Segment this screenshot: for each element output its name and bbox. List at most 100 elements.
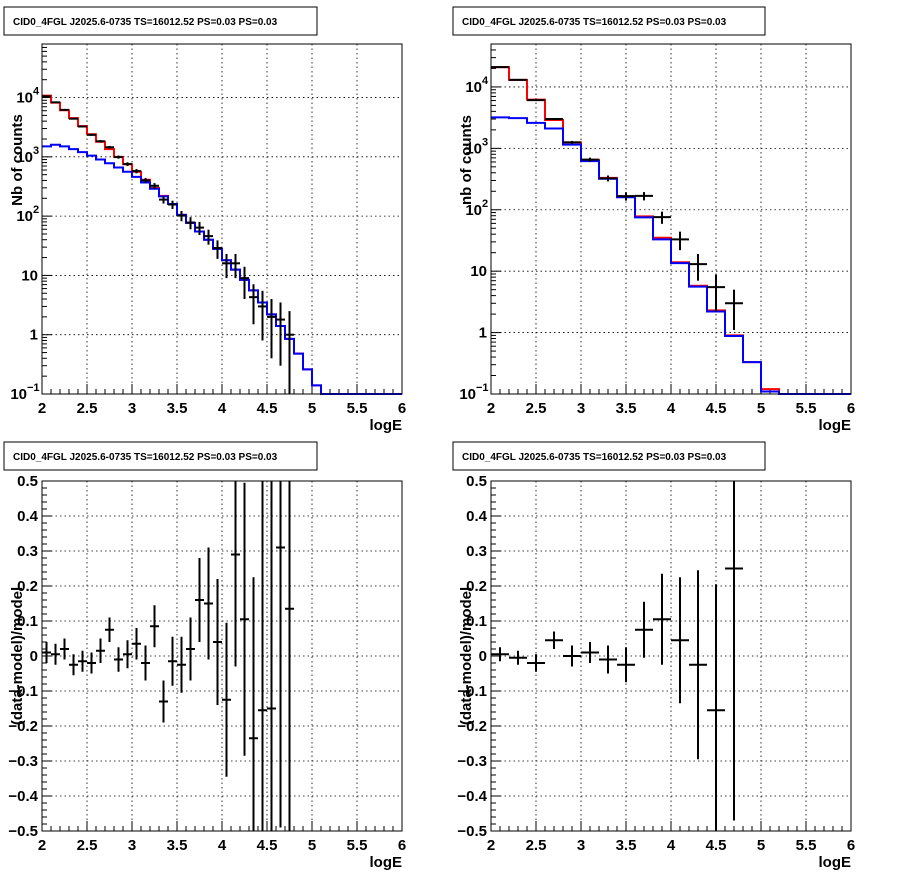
x-tick-label: 5 [308,837,316,854]
chart-title: CID0_4FGL J2025.6-0735 TS=16012.52 PS=0.… [462,452,727,463]
x-tick-label: 3 [577,400,585,417]
y-tick-label: 0.4 [17,508,39,525]
x-tick-label: 5.5 [347,837,368,854]
chart-title: CID0_4FGL J2025.6-0735 TS=16012.52 PS=0.… [462,17,727,28]
y-tick-label: 0.5 [17,473,38,490]
x-tick-label: 3 [128,837,136,854]
chart-title-box [452,6,766,36]
y-tick-label: 0.5 [466,473,487,490]
x-tick-label: 6 [847,837,855,854]
x-tick-label: 4 [218,837,227,854]
y-tick-label: −0.4 [457,788,487,805]
y-axis-label: nb of counts [458,115,475,205]
x-tick-label: 2.5 [77,837,98,854]
x-axis-label: logE [819,854,852,871]
y-tick-label: −0.1 [8,683,38,700]
x-tick-label: 2 [487,837,495,854]
x-tick-label: 4.5 [706,837,727,854]
chart-panel-1: CID0_4FGL J2025.6-0735 TS=16012.52 PS=0.… [3,6,406,434]
y-tick-label: 10 [21,267,38,284]
y-tick-exponent: 3 [33,145,39,157]
x-tick-label: 2 [38,400,46,417]
x-tick-label: 2.5 [526,837,547,854]
x-tick-label: 3.5 [167,837,188,854]
y-tick-label: 0.2 [17,578,38,595]
y-tick-label: 10 [16,90,33,107]
y-tick-label: −0.2 [457,718,487,735]
chart-title-box [452,441,766,471]
x-tick-label: 3.5 [616,837,637,854]
chart-title-box [3,441,318,471]
x-tick-label: 3.5 [616,400,637,417]
y-tick-label: 0.2 [466,578,487,595]
y-tick-label: 10 [16,208,33,225]
x-tick-label: 4 [218,400,227,417]
y-tick-label: 0 [479,648,487,665]
x-tick-label: 4.5 [257,837,278,854]
y-tick-label: 0.3 [17,543,38,560]
x-tick-label: 6 [398,400,406,417]
x-tick-label: 2 [487,400,495,417]
y-tick-exponent: 2 [33,204,39,216]
x-tick-label: 5 [308,400,316,417]
y-tick-label: 10 [470,263,487,280]
x-tick-label: 6 [398,837,406,854]
y-tick-label: 10 [16,149,33,166]
y-tick-exponent: −1 [476,382,489,394]
y-tick-label: 0.3 [466,543,487,560]
x-tick-label: 6 [847,400,855,417]
y-axis-label: (data-model)/model [9,587,26,725]
x-tick-label: 2.5 [77,400,98,417]
chart-title-box [3,6,318,36]
y-tick-exponent: 4 [33,86,40,98]
y-tick-label: 0.4 [466,508,488,525]
y-tick-label: 10 [465,202,482,219]
model-histogram-blue [491,116,851,395]
x-tick-label: 5.5 [347,400,368,417]
y-tick-label: 0.1 [466,613,487,630]
chart-panel-3: CID0_4FGL J2025.6-0735 TS=16012.52 PS=0.… [3,441,406,871]
y-axis-label: (data-model)/model [458,587,475,725]
y-tick-label: 10 [465,140,482,157]
y-tick-label: 1 [30,327,38,344]
y-tick-label: −0.3 [8,753,38,770]
x-axis-label: logE [819,417,852,434]
chart-title: CID0_4FGL J2025.6-0735 TS=16012.52 PS=0.… [13,17,278,28]
chart-panel-2: CID0_4FGL J2025.6-0735 TS=16012.52 PS=0.… [452,6,855,434]
x-tick-label: 5.5 [796,400,817,417]
chart-panel-4: CID0_4FGL J2025.6-0735 TS=16012.52 PS=0.… [452,441,855,871]
plot-frame [41,43,403,395]
x-tick-label: 2 [38,837,46,854]
y-tick-label: −0.5 [8,823,38,840]
x-tick-label: 5 [757,400,765,417]
y-tick-exponent: 2 [482,198,488,210]
plot-frame [490,480,852,832]
x-tick-label: 4.5 [257,400,278,417]
y-tick-label: 10 [465,79,482,96]
x-axis-label: logE [370,417,403,434]
y-tick-label: 0 [30,648,38,665]
chart-title: CID0_4FGL J2025.6-0735 TS=16012.52 PS=0.… [13,452,278,463]
y-tick-label: 1 [479,325,487,342]
x-tick-label: 3 [128,400,136,417]
y-tick-label: 10 [10,386,27,403]
x-tick-label: 4.5 [706,400,727,417]
y-tick-exponent: 3 [482,136,488,148]
x-axis-label: logE [370,854,403,871]
y-tick-label: 0.1 [17,613,38,630]
x-tick-label: 4 [667,837,676,854]
y-tick-label: −0.3 [457,753,487,770]
plot-frame [490,43,852,395]
x-tick-label: 5.5 [796,837,817,854]
x-tick-label: 2.5 [526,400,547,417]
y-tick-label: −0.1 [457,683,487,700]
y-tick-label: −0.4 [8,788,38,805]
y-axis-label: Nb of counts [9,114,26,206]
x-tick-label: 3.5 [167,400,188,417]
y-tick-exponent: −1 [27,382,40,394]
y-tick-label: −0.5 [457,823,487,840]
x-tick-label: 4 [667,400,676,417]
y-tick-label: 10 [459,386,476,403]
